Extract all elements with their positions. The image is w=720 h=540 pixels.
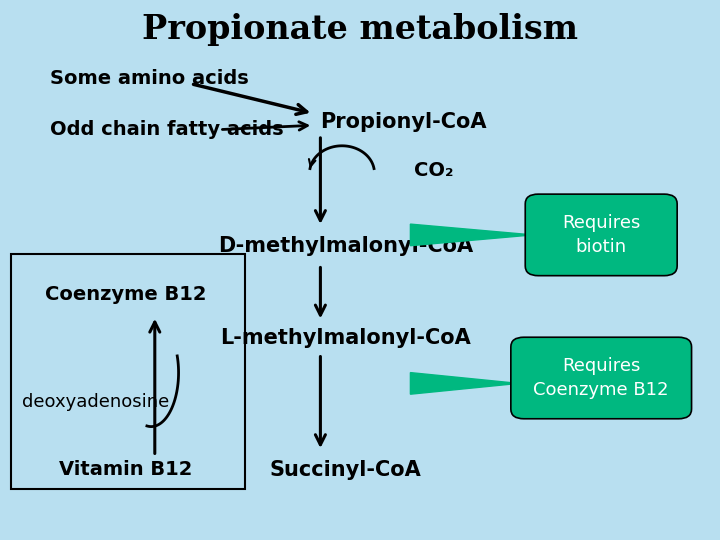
Polygon shape xyxy=(410,373,518,394)
FancyBboxPatch shape xyxy=(525,194,677,275)
Text: CO₂: CO₂ xyxy=(414,160,454,180)
Polygon shape xyxy=(410,224,533,246)
Text: Vitamin B12: Vitamin B12 xyxy=(59,460,193,480)
Text: L-methylmalonyl-CoA: L-methylmalonyl-CoA xyxy=(220,327,471,348)
Text: Coenzyme B12: Coenzyme B12 xyxy=(45,285,207,304)
Text: D-methylmalonyl-CoA: D-methylmalonyl-CoA xyxy=(218,235,473,256)
Text: Requires
biotin: Requires biotin xyxy=(562,214,640,256)
FancyBboxPatch shape xyxy=(510,337,691,419)
Text: deoxyadenosine: deoxyadenosine xyxy=(22,393,169,411)
FancyBboxPatch shape xyxy=(11,254,245,489)
Text: Propionyl-CoA: Propionyl-CoA xyxy=(320,111,487,132)
Text: Propionate metabolism: Propionate metabolism xyxy=(142,13,578,46)
Text: Some amino acids: Some amino acids xyxy=(50,69,249,88)
Text: Odd chain fatty acids: Odd chain fatty acids xyxy=(50,120,284,139)
Text: Requires
Coenzyme B12: Requires Coenzyme B12 xyxy=(534,357,669,399)
Text: Succinyl-CoA: Succinyl-CoA xyxy=(270,460,421,480)
